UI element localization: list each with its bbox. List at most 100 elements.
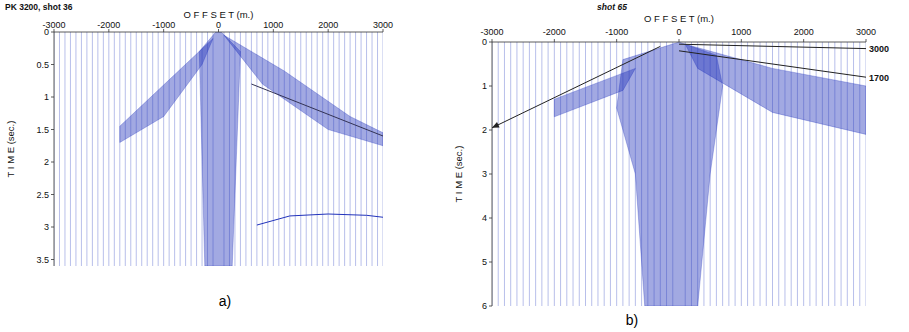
x-tick-label: 1000 xyxy=(731,27,751,37)
trace xyxy=(372,32,373,266)
trace xyxy=(847,42,848,306)
trace xyxy=(306,32,307,266)
trace xyxy=(322,32,323,266)
trace xyxy=(97,32,98,266)
trace xyxy=(579,42,580,306)
trace xyxy=(152,32,153,266)
trace xyxy=(566,42,567,306)
trace xyxy=(377,32,378,266)
panel-label: b) xyxy=(626,312,638,328)
x-tick xyxy=(803,39,804,42)
trace xyxy=(541,42,542,306)
trace xyxy=(560,42,561,306)
trace xyxy=(311,32,312,266)
y-tick-label: 1 xyxy=(44,92,49,102)
trace xyxy=(591,42,592,306)
trace xyxy=(383,32,384,266)
y-tick xyxy=(51,162,54,163)
y-tick-label: 0.5 xyxy=(36,60,49,70)
y-tick xyxy=(489,130,492,131)
figure: -3000-2000-1000010002000300000.511.522.5… xyxy=(0,0,909,332)
x-tick xyxy=(679,39,680,42)
trace xyxy=(344,32,345,266)
energy-zone xyxy=(224,35,383,146)
x-axis-title: O F F S E T (m.) xyxy=(184,9,254,20)
y-tick-label: 1.5 xyxy=(36,125,49,135)
energy-zone xyxy=(120,39,213,143)
trace xyxy=(516,42,517,306)
y-axis-title: T I M E (sec.) xyxy=(5,121,16,178)
trace xyxy=(339,32,340,266)
trace xyxy=(278,32,279,266)
energy-zone xyxy=(199,32,240,266)
y-tick xyxy=(51,129,54,130)
trace xyxy=(81,32,82,266)
trace xyxy=(54,32,55,266)
trace xyxy=(158,32,159,266)
trace xyxy=(169,32,170,266)
trace xyxy=(119,32,120,266)
x-tick xyxy=(616,39,617,42)
y-tick xyxy=(51,227,54,228)
y-tick xyxy=(51,97,54,98)
panel-title: PK 3200, shot 36 xyxy=(5,2,73,12)
x-axis-title: O F F S E T (m.) xyxy=(644,13,714,24)
x-tick-label: 1000 xyxy=(263,20,283,30)
trace xyxy=(125,32,126,266)
y-tick-label: 0 xyxy=(44,27,49,37)
panel: -3000-2000-100001000200030000123456shot … xyxy=(453,2,889,328)
trace xyxy=(130,32,131,266)
y-tick xyxy=(51,64,54,65)
x-tick-label: -1000 xyxy=(152,20,175,30)
x-tick-label: 0 xyxy=(676,27,681,37)
trace xyxy=(328,32,329,266)
trace xyxy=(75,32,76,266)
event-line xyxy=(679,51,866,77)
y-tick xyxy=(489,262,492,263)
trace xyxy=(554,42,555,306)
trace xyxy=(859,42,860,306)
trace xyxy=(492,42,493,306)
trace xyxy=(103,32,104,266)
plot-area xyxy=(492,42,866,306)
y-tick-label: 6 xyxy=(482,301,487,311)
trace xyxy=(523,42,524,306)
trace xyxy=(317,32,318,266)
y-tick-label: 3 xyxy=(482,169,487,179)
trace xyxy=(366,32,367,266)
panel-title: shot 65 xyxy=(597,2,627,12)
x-tick-label: -3000 xyxy=(480,27,503,37)
y-tick-label: 2 xyxy=(44,157,49,167)
x-tick-label: 0 xyxy=(216,20,221,30)
trace xyxy=(597,42,598,306)
x-tick-label: -2000 xyxy=(543,27,566,37)
y-tick-label: 4 xyxy=(482,213,487,223)
line-label: 1700 xyxy=(869,73,889,83)
trace xyxy=(289,32,290,266)
x-tick-label: 3000 xyxy=(373,20,393,30)
trace xyxy=(86,32,87,266)
y-tick-label: 2 xyxy=(482,125,487,135)
event-line xyxy=(257,214,383,225)
panel: -3000-2000-1000010002000300000.511.522.5… xyxy=(5,2,393,309)
x-tick-label: 3000 xyxy=(856,27,876,37)
panel-label: a) xyxy=(219,293,231,309)
trace xyxy=(92,32,93,266)
trace xyxy=(59,32,60,266)
x-tick-label: -1000 xyxy=(605,27,628,37)
trace xyxy=(108,32,109,266)
trace xyxy=(548,42,549,306)
event-line xyxy=(492,46,660,127)
x-tick-label: 2000 xyxy=(794,27,814,37)
trace xyxy=(174,32,175,266)
trace xyxy=(70,32,71,266)
trace xyxy=(535,42,536,306)
y-tick xyxy=(489,42,492,43)
trace xyxy=(361,32,362,266)
trace xyxy=(355,32,356,266)
y-tick-label: 1 xyxy=(482,81,487,91)
trace xyxy=(573,42,574,306)
y-tick xyxy=(51,32,54,33)
y-tick xyxy=(489,218,492,219)
x-tick xyxy=(492,39,493,42)
